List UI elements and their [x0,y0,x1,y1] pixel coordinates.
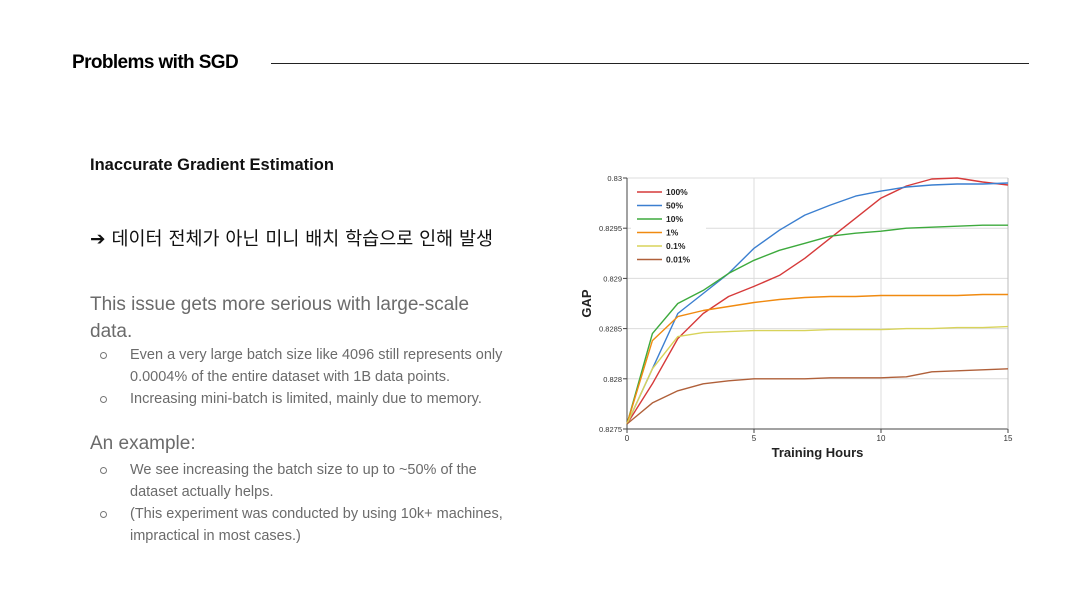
x-axis-label: Training Hours [772,445,864,460]
korean-note-text: 데이터 전체가 아닌 미니 배치 학습으로 인해 발생 [111,229,494,250]
bullet-circle-icon [100,396,107,403]
bullet-list-1: Even a very large batch size like 4096 s… [90,344,520,410]
y-tick-label: 0.828 [603,375,622,384]
x-tick-label: 0 [625,434,630,443]
series-line-001pct [626,368,1009,425]
gap-line-chart: 0.8275 0.828 0.8285 0.829 0.8295 0.83 0 5 10 15 Tr… [579,174,1013,460]
x-tick-label: 15 [1004,434,1013,443]
series-line-10pct [626,224,1008,425]
bullet-text: Increasing mini-batch is limited, mainly… [130,391,482,407]
y-axis-label: GAP [579,289,594,318]
series-line-50pct [626,182,1009,425]
legend-label: 50% [666,201,683,211]
y-tick-label: 0.8295 [599,224,622,233]
list-item: (This experiment was conducted by using … [90,503,520,547]
slide-title: Problems with SGD [72,52,239,73]
korean-note: ➔ 데이터 전체가 아닌 미니 배치 학습으로 인해 발생 [90,225,493,251]
x-tick-label: 5 [752,434,757,443]
example-heading: An example: [90,433,196,454]
y-tick-label: 0.8275 [599,425,622,434]
legend-box [631,182,706,270]
legend-label: 1% [666,228,679,238]
bullet-circle-icon [100,511,107,518]
bullet-circle-icon [100,467,107,474]
bullet-circle-icon [100,352,107,359]
series-line-01pct [626,325,1009,425]
y-tick-label: 0.829 [603,274,622,283]
y-tick-label: 0.8285 [599,325,622,334]
list-item: Increasing mini-batch is limited, mainly… [90,388,520,410]
title-divider [271,63,1029,64]
issue-heading: This issue gets more serious with large-… [90,294,470,342]
list-item: Even a very large batch size like 4096 s… [90,344,520,388]
y-tick-label: 0.83 [607,174,622,183]
bullet-text: We see increasing the batch size to up t… [130,462,477,500]
series-line-100pct [626,177,1009,425]
legend-label: 0.1% [666,241,686,251]
bullet-text: (This experiment was conducted by using … [130,506,503,544]
series-line-1pct [626,293,1008,425]
bullet-text: Even a very large batch size like 4096 s… [130,347,503,385]
bullet-list-2: We see increasing the batch size to up t… [90,459,520,547]
section-subtitle: Inaccurate Gradient Estimation [90,156,334,174]
legend-label: 0.01% [666,255,691,265]
legend-label: 10% [666,214,683,224]
x-tick-label: 10 [877,434,886,443]
list-item: We see increasing the batch size to up t… [90,459,520,503]
legend-label: 100% [666,187,688,197]
arrow-right-icon: ➔ [90,229,106,250]
